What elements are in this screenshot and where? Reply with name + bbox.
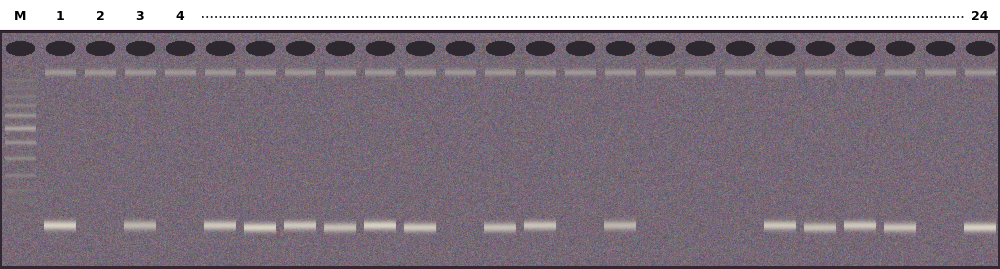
Text: 2: 2 (96, 10, 104, 23)
Text: 1: 1 (56, 10, 64, 23)
Text: M: M (14, 10, 26, 23)
Text: 3: 3 (136, 10, 144, 23)
Text: 24: 24 (971, 10, 989, 23)
Text: 4: 4 (176, 10, 184, 23)
